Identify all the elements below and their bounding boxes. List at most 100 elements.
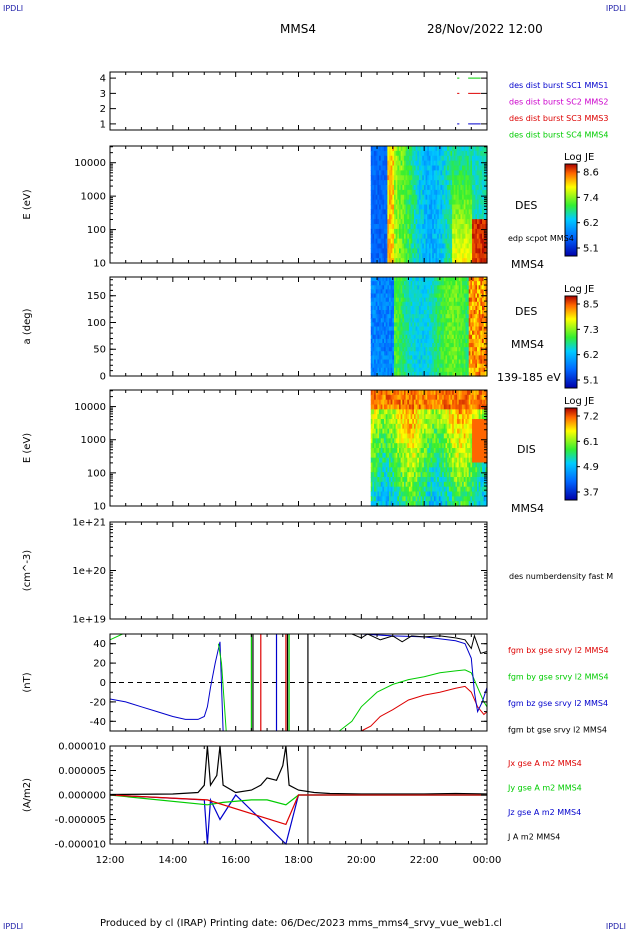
heatmap-cell — [402, 448, 405, 454]
heatmap-cell — [397, 175, 400, 181]
heatmap-cell — [402, 219, 405, 225]
heatmap-cell — [428, 289, 432, 295]
heatmap-cell — [377, 438, 380, 444]
heatmap-cell — [435, 289, 438, 295]
heatmap-cell — [432, 219, 435, 225]
heatmap-cell — [417, 150, 420, 157]
heatmap-cell — [472, 347, 475, 352]
heatmap-cell — [372, 351, 375, 356]
heatmap-cell — [420, 371, 423, 377]
heatmap-cell — [432, 189, 435, 196]
heatmap-cell — [447, 419, 450, 425]
heatmap-cell — [445, 330, 448, 336]
heatmap-cell — [372, 155, 375, 162]
heatmap-cell — [417, 472, 420, 478]
heatmap-cell — [482, 146, 485, 152]
heatmap-cell — [389, 326, 392, 332]
heatmap-cell — [445, 233, 448, 240]
heatmap-cell — [394, 477, 397, 483]
heatmap-cell — [463, 330, 467, 336]
heatmap-cell — [392, 472, 395, 478]
heatmap-cell — [452, 150, 455, 157]
heatmap-cell — [425, 175, 428, 181]
heatmap-cell — [425, 228, 428, 235]
heatmap-cell — [410, 150, 413, 157]
heatmap-cell — [467, 443, 470, 449]
heatmap-cell — [425, 443, 428, 449]
heatmap-cell — [458, 310, 462, 315]
heatmap-cell — [458, 185, 462, 191]
heatmap-cell — [418, 219, 422, 225]
heatmap-cell — [425, 371, 428, 377]
heatmap-cell — [382, 472, 385, 478]
heatmap-cell — [468, 310, 471, 315]
heatmap-cell — [478, 367, 481, 373]
heatmap-cell — [374, 175, 377, 181]
heatmap-cell — [374, 326, 377, 332]
heatmap-cell — [453, 228, 457, 235]
heatmap-cell — [385, 367, 388, 373]
heatmap-cell — [467, 219, 470, 225]
heatmap-cell — [394, 318, 397, 323]
heatmap-cell — [390, 233, 393, 240]
heatmap-cell — [403, 243, 407, 249]
heatmap-cell — [375, 185, 378, 191]
heatmap-cell — [417, 160, 420, 167]
heatmap-cell — [442, 238, 445, 245]
heatmap-cell — [475, 228, 478, 235]
heatmap-cell — [458, 438, 462, 444]
heatmap-cell — [473, 443, 476, 449]
heatmap-cell — [443, 219, 447, 225]
heatmap-cell — [408, 285, 412, 290]
heatmap-cell — [394, 228, 397, 235]
heatmap-cell — [457, 322, 460, 328]
heatmap-cell — [472, 277, 475, 282]
heatmap-cell — [483, 238, 486, 245]
heatmap-cell — [370, 486, 374, 493]
heatmap-cell — [450, 228, 453, 235]
heatmap-cell — [400, 347, 403, 352]
heatmap-cell — [433, 355, 437, 361]
heatmap-cell — [382, 293, 385, 299]
heatmap-cell — [427, 452, 430, 459]
heatmap-cell — [452, 297, 455, 303]
heatmap-cell — [477, 394, 480, 401]
heatmap-cell — [453, 433, 457, 439]
heatmap-cell — [470, 199, 473, 206]
heatmap-cell — [422, 204, 425, 210]
heatmap-cell — [432, 501, 435, 507]
heatmap-cell — [375, 238, 378, 245]
heatmap-cell — [472, 438, 475, 444]
heatmap-cell — [463, 160, 467, 167]
heatmap-cell — [453, 414, 457, 420]
heatmap-cell — [445, 338, 448, 344]
heatmap-cell — [408, 233, 412, 240]
heatmap-cell — [417, 289, 420, 295]
heatmap-cell — [452, 371, 455, 377]
heatmap-cell — [422, 243, 425, 249]
heatmap-cell — [387, 428, 390, 435]
heatmap-cell — [385, 491, 388, 497]
heatmap-cell — [432, 199, 435, 206]
heatmap-cell — [440, 301, 443, 307]
heatmap-cell — [413, 347, 417, 352]
heatmap-cell — [372, 314, 375, 319]
heatmap-cell — [422, 277, 425, 282]
heatmap-cell — [465, 419, 468, 425]
heatmap-cell — [443, 433, 447, 439]
heatmap-cell — [430, 155, 433, 162]
heatmap-cell — [462, 452, 465, 459]
heatmap-cell — [428, 347, 432, 352]
heatmap-cell — [407, 238, 410, 245]
heatmap-cell — [423, 443, 427, 449]
heatmap-cell — [400, 194, 403, 201]
heatmap-cell — [390, 165, 393, 171]
heatmap-cell — [427, 248, 430, 254]
heatmap-cell — [467, 326, 470, 332]
heatmap-cell — [415, 155, 418, 162]
heatmap-cell — [395, 367, 398, 373]
heatmap-cell — [433, 228, 437, 235]
heatmap-cell — [478, 414, 481, 420]
heatmap-cell — [477, 467, 480, 473]
heatmap-cell — [389, 322, 392, 328]
